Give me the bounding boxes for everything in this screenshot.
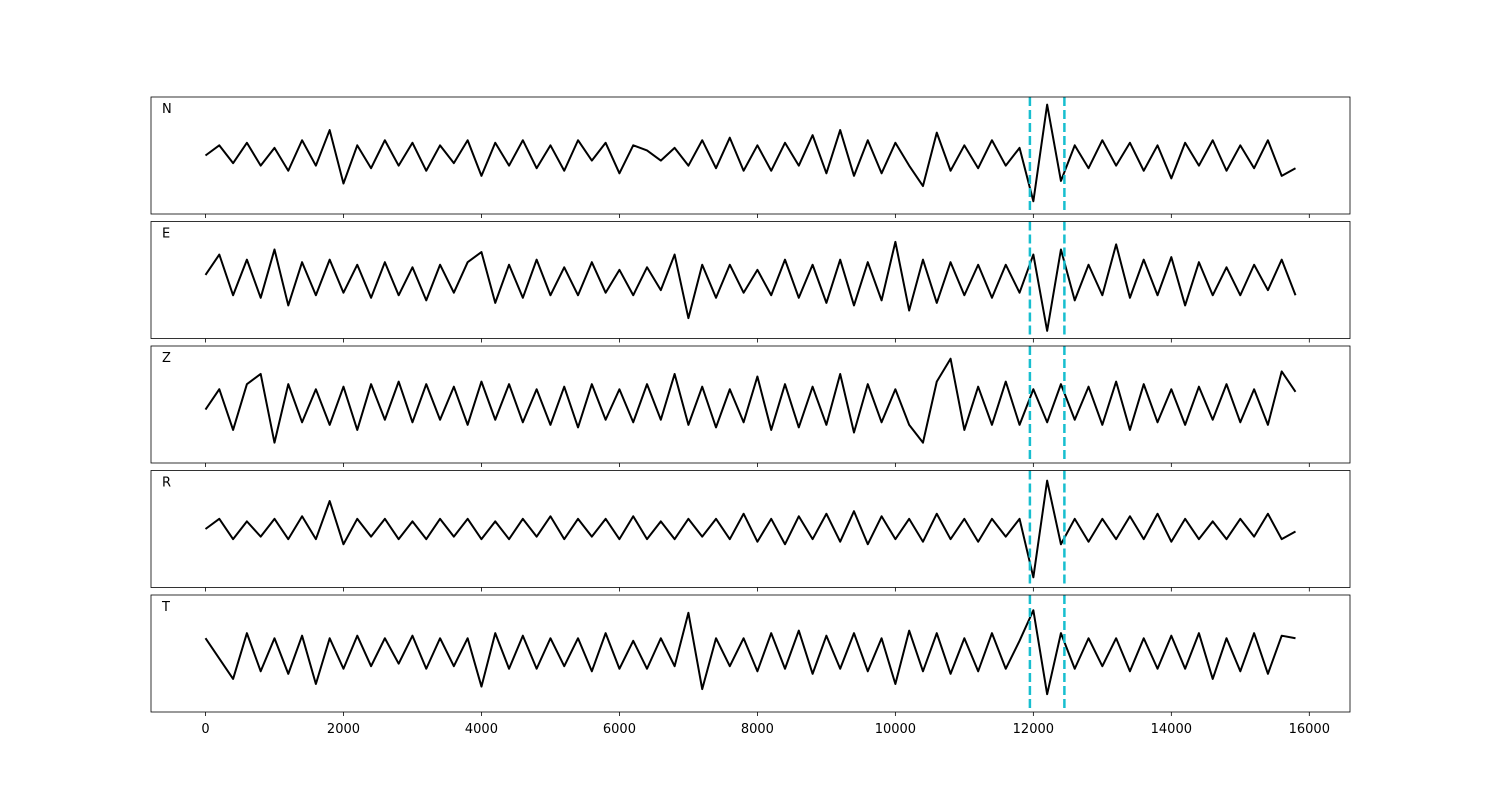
axes-frame [150,221,1351,339]
trace [204,357,1297,444]
x-tick-label: 2000 [327,722,360,737]
x-tick-label: 14000 [1151,722,1192,737]
channel-label: T [161,600,170,615]
x-tick-label: 10000 [875,722,916,737]
axes-frame [150,96,1351,215]
panel: 0 2000 4000 6000 8000 10000 12000 14000 16000 T [150,594,1351,737]
x-tick-label: 8000 [741,722,774,737]
x-tick-label: 4000 [465,722,498,737]
x-tick-label: 6000 [603,722,636,737]
axes-frame [150,345,1351,464]
channel-label: E [162,227,170,242]
panel: N [150,96,1351,218]
axes-frame [150,470,1351,588]
trace [204,609,1296,696]
trace [204,479,1296,579]
channel-label: R [162,476,171,491]
trace [204,103,1296,203]
x-tick-label: 16000 [1289,722,1330,737]
channel-label: N [162,102,172,117]
axes-frame [150,594,1351,713]
x-tick-label: 0 [201,722,209,737]
panel: R [150,470,1351,592]
panel: Z [150,345,1351,467]
x-tick-label: 12000 [1013,722,1054,737]
panel: E [150,221,1351,343]
trace [204,240,1297,332]
channel-label: Z [162,351,171,366]
